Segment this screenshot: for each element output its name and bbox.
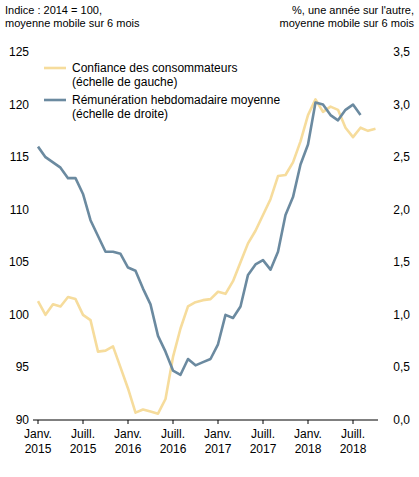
legend-swatch <box>44 99 66 102</box>
chart: Indice : 2014 = 100,moyenne mobile sur 6… <box>0 0 419 477</box>
x-tick-label: Juill.2015 <box>70 427 97 456</box>
y2-axis-title: moyenne mobile sur 6 mois <box>279 17 414 29</box>
y2-tick-label: 3,5 <box>393 45 410 59</box>
y-tick <box>30 52 33 53</box>
y2-tick <box>378 262 381 263</box>
y2-tick-label: 0,5 <box>393 360 410 374</box>
y2-tick <box>378 104 381 105</box>
series-line <box>38 102 361 374</box>
y-tick <box>30 157 33 158</box>
y-tick-label: 120 <box>9 98 29 112</box>
x-tick-label: Juill.2018 <box>340 427 367 456</box>
y-axis-title: moyenne mobile sur 6 mois <box>5 17 140 29</box>
x-axis <box>33 420 378 421</box>
x-tick <box>263 420 264 424</box>
plot-area <box>38 99 376 413</box>
legend-label: Confiance des consommateurs(échelle de g… <box>72 61 237 89</box>
y2-tick <box>378 367 381 368</box>
y2-tick <box>378 314 381 315</box>
legend-swatch <box>44 67 66 70</box>
x-tick <box>128 420 129 424</box>
y-tick-label: 115 <box>10 150 29 164</box>
y2-tick-label: 3,0 <box>393 98 410 112</box>
x-tick <box>173 420 174 424</box>
y-tick <box>30 262 33 263</box>
x-tick-label: Janv.2018 <box>294 427 322 456</box>
y2-tick-label: 1,0 <box>393 308 410 322</box>
y-tick-label: 110 <box>10 203 29 217</box>
y2-tick <box>378 209 381 210</box>
y-tick <box>30 367 33 368</box>
y-axis-title: Indice : 2014 = 100, <box>5 4 102 16</box>
y-tick-label: 100 <box>9 308 29 322</box>
series-line <box>38 99 376 413</box>
x-tick <box>218 420 219 424</box>
legend-label: Rémunération hebdomadaire moyenne(échell… <box>72 93 280 121</box>
y2-axis-title: %, une année sur l'autre, <box>292 4 414 16</box>
x-tick <box>353 420 354 424</box>
y2-tick-label: 1,5 <box>393 255 410 269</box>
y-tick <box>30 314 33 315</box>
x-tick-label: Juill.2016 <box>160 427 187 456</box>
y2-tick-label: 0,0 <box>393 413 410 427</box>
y2-tick-label: 2,0 <box>393 203 410 217</box>
y-tick <box>30 420 33 421</box>
y2-tick-label: 2,5 <box>393 150 410 164</box>
x-tick-label: Janv.2015 <box>24 427 52 456</box>
y2-tick <box>378 157 381 158</box>
x-tick <box>308 420 309 424</box>
y-tick-label: 105 <box>9 255 29 269</box>
y-tick <box>30 209 33 210</box>
y-tick-label: 90 <box>16 413 30 427</box>
y-tick-label: 95 <box>16 360 30 374</box>
x-tick-label: Janv.2017 <box>204 427 232 456</box>
x-tick-label: Juill.2017 <box>250 427 277 456</box>
x-tick-label: Janv.2016 <box>114 427 142 456</box>
y2-tick <box>378 52 381 53</box>
y-tick <box>30 104 33 105</box>
y2-tick <box>378 420 381 421</box>
x-tick <box>38 420 39 424</box>
y-tick-label: 125 <box>9 45 29 59</box>
x-tick <box>83 420 84 424</box>
